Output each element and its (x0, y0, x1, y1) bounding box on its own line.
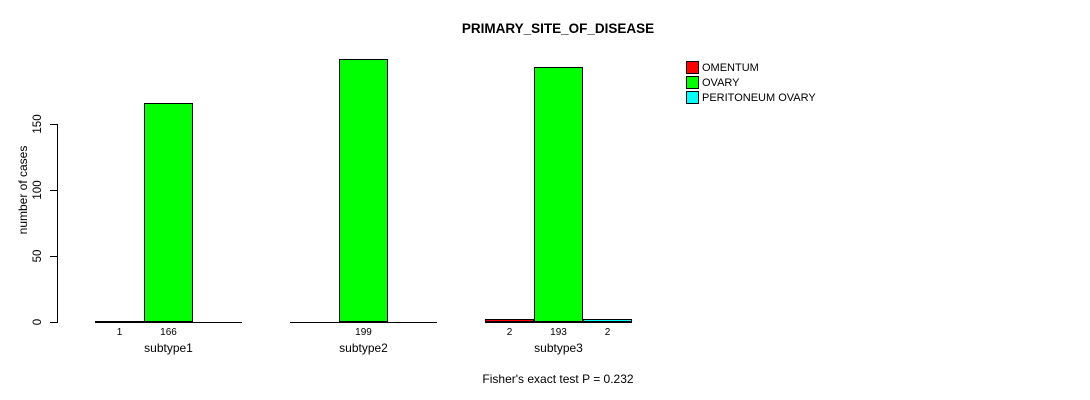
legend-label: PERITONEUM OVARY (702, 91, 816, 104)
bar-ovary (144, 103, 193, 322)
legend-label: OMENTUM (702, 61, 759, 74)
group-baseline (95, 322, 242, 323)
legend-label: OVARY (702, 76, 740, 89)
bar-value-label: 1 (116, 327, 123, 338)
y-axis-tick (50, 190, 57, 191)
bar-value-label: 166 (160, 327, 177, 338)
y-axis-tick (50, 256, 57, 257)
legend-swatch (686, 91, 699, 104)
bar-peritoneum-ovary (583, 319, 632, 322)
x-category-label: subtype2 (339, 341, 388, 355)
legend-swatch (686, 61, 699, 74)
bar-value-label: 2 (506, 327, 513, 338)
group-baseline (290, 322, 437, 323)
bar-omentum (95, 321, 144, 323)
bar-value-label: 199 (355, 327, 372, 338)
bar-value-label: 2 (604, 327, 611, 338)
y-axis-tick (50, 322, 57, 323)
bar-value-label: 193 (550, 327, 567, 338)
stat-annotation: Fisher's exact test P = 0.232 (482, 372, 634, 386)
y-axis-line (57, 124, 58, 323)
bar-ovary (339, 59, 388, 322)
chart-title: PRIMARY_SITE_OF_DISEASE (461, 21, 655, 36)
bar-ovary (534, 67, 583, 322)
group-baseline (485, 322, 632, 323)
y-axis-tick (50, 124, 57, 125)
legend-swatch (686, 76, 699, 89)
x-category-label: subtype1 (144, 341, 193, 355)
bar-omentum (485, 319, 534, 322)
x-category-label: subtype3 (534, 341, 583, 355)
